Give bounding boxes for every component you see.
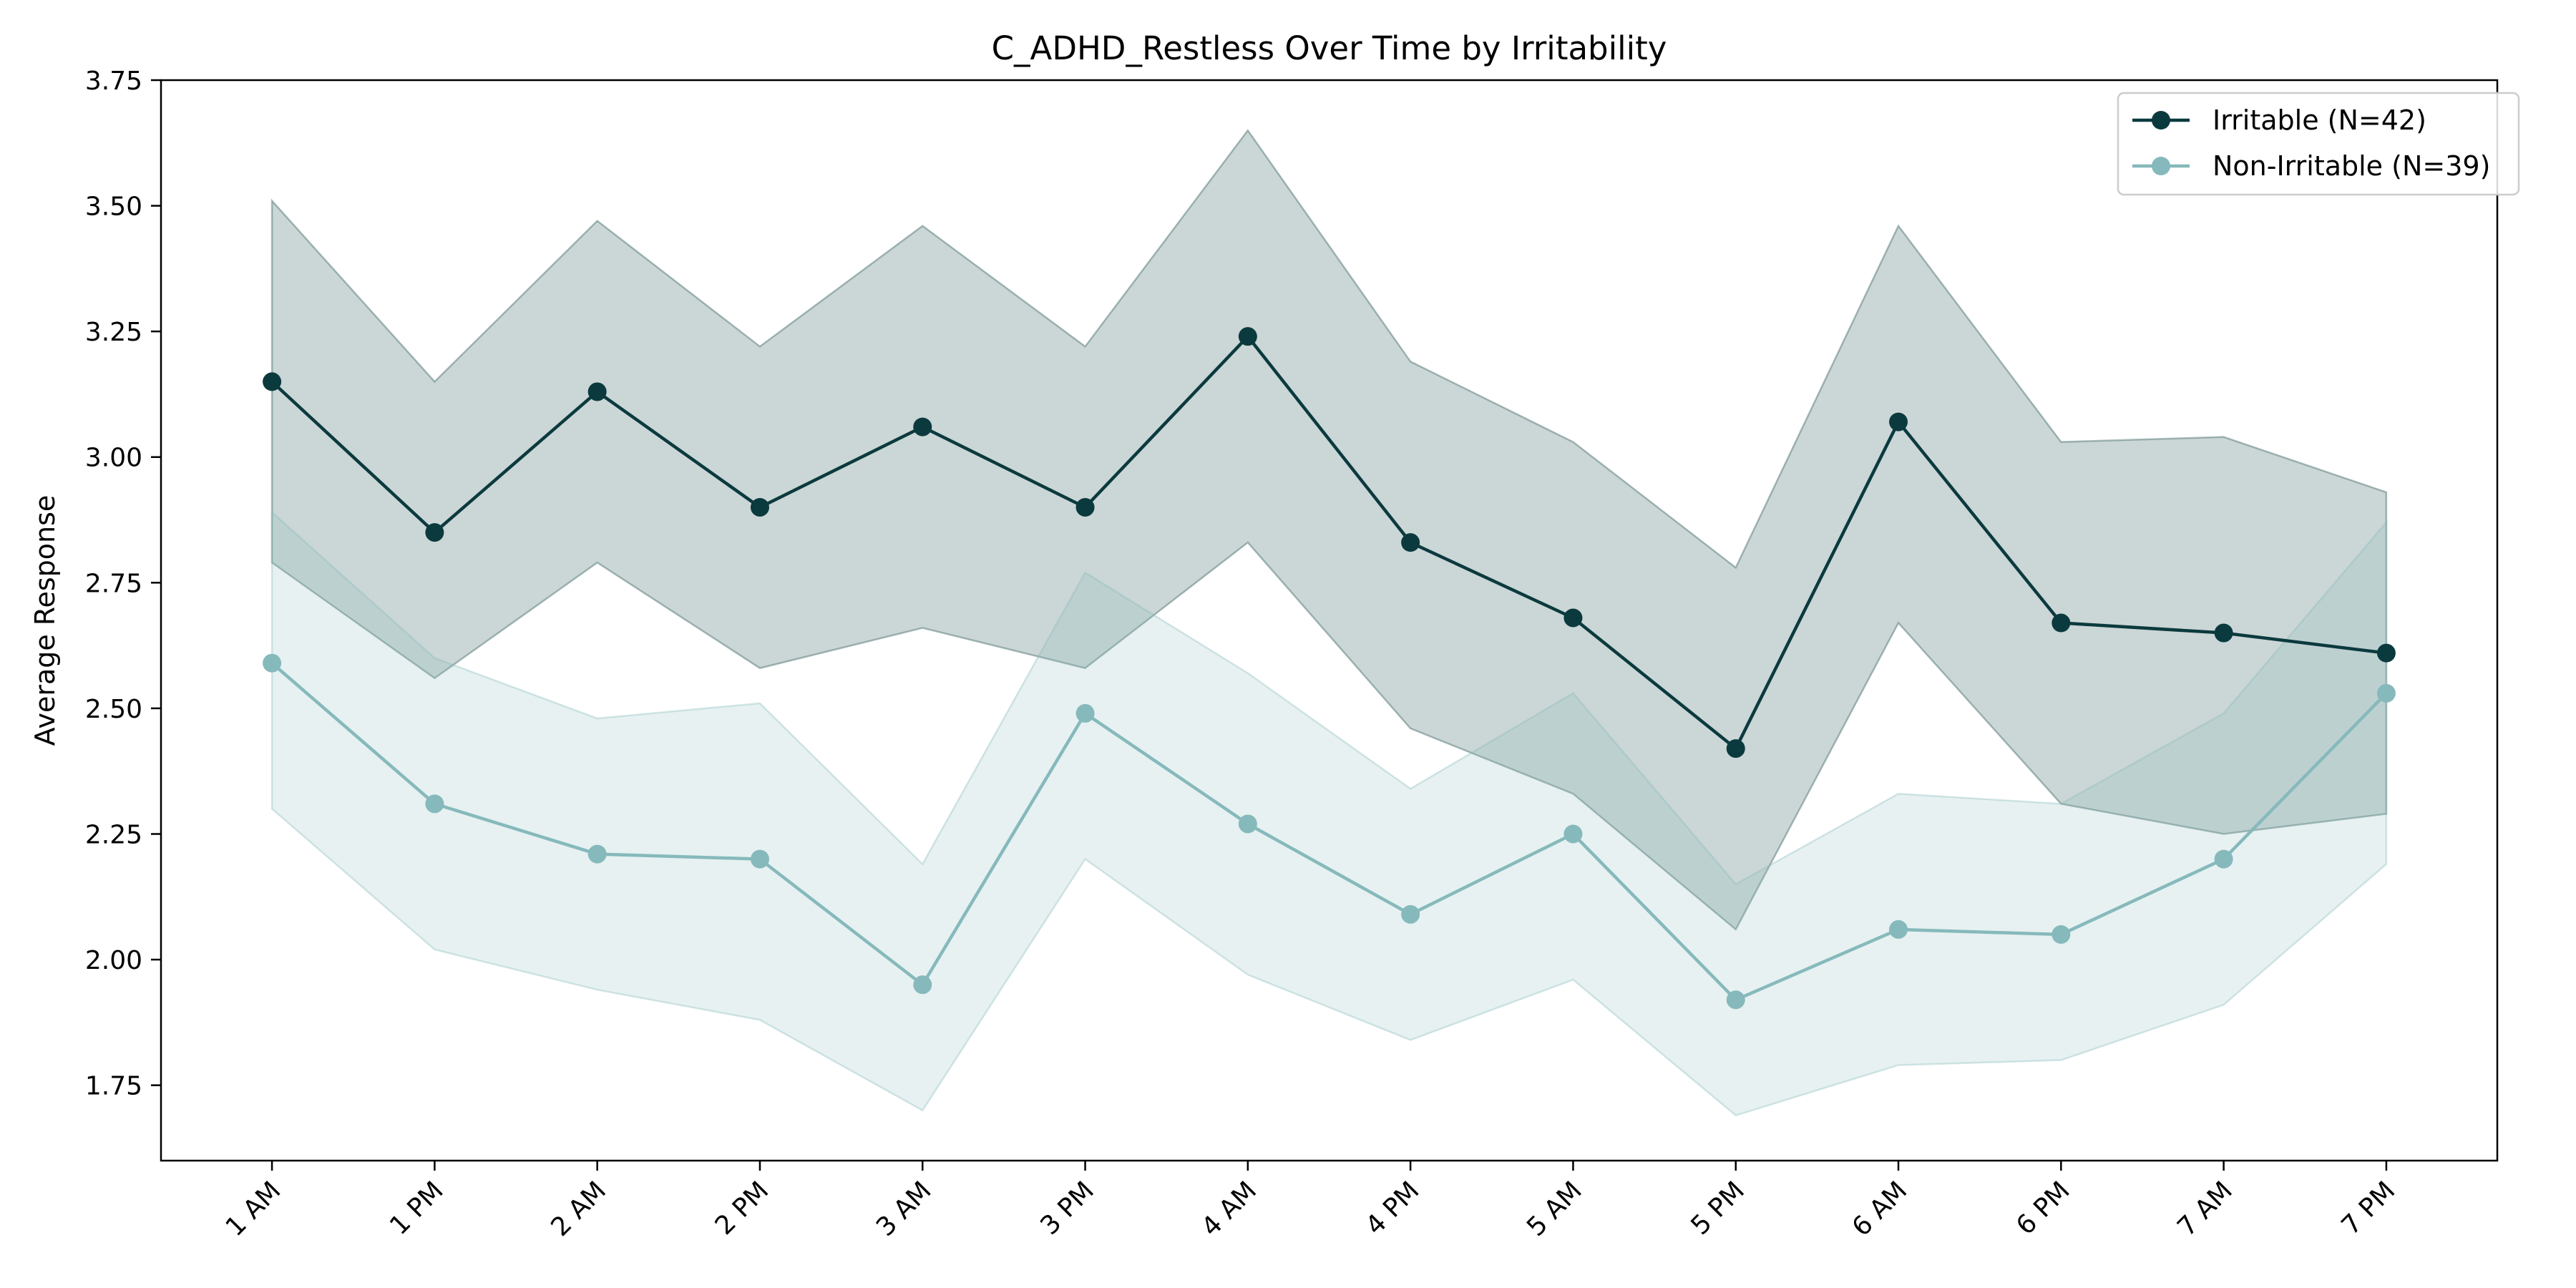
data-point[interactable] [587, 844, 607, 864]
chart-title: C_ADHD_Restless Over Time by Irritabilit… [992, 29, 1667, 67]
data-point[interactable] [2214, 849, 2233, 869]
y-tick-label: 2.50 [85, 695, 142, 724]
data-point[interactable] [1563, 608, 1583, 628]
data-point[interactable] [913, 417, 932, 436]
data-point[interactable] [1889, 919, 1908, 939]
legend-label: Irritable (N=42) [2212, 104, 2426, 136]
data-point[interactable] [2051, 924, 2071, 944]
series-line-1 [270, 334, 2387, 751]
y-tick-label: 2.25 [85, 820, 142, 849]
confidence-band-2 [270, 510, 2388, 1117]
series-line-2 [270, 661, 2388, 1002]
data-point[interactable] [1726, 739, 1745, 758]
y-tick-label: 2.75 [85, 569, 142, 598]
data-point[interactable] [2214, 623, 2233, 643]
y-tick-label: 3.50 [85, 192, 142, 222]
data-point[interactable] [1238, 814, 1257, 834]
series-points [263, 327, 2396, 1010]
data-point[interactable] [1563, 824, 1583, 844]
data-point[interactable] [1075, 497, 1095, 517]
y-axis: 1.75 2.00 2.25 2.50 2.75 3.00 3.25 3.50 3.75 [85, 67, 161, 1101]
series-lines [270, 334, 2388, 1002]
confidence-band-1 [270, 129, 2388, 931]
data-point[interactable] [1401, 533, 1420, 552]
legend-marker [2152, 157, 2170, 175]
data-point[interactable] [2051, 613, 2071, 633]
data-point[interactable] [750, 849, 769, 869]
legend-item[interactable]: Irritable (N=42) [2132, 104, 2426, 136]
y-tick-label: 3.25 [85, 318, 142, 347]
data-point[interactable] [263, 653, 282, 673]
y-axis-label: Average Response [29, 495, 61, 746]
data-point[interactable] [263, 372, 282, 391]
y-tick-label: 3.75 [85, 67, 142, 96]
data-point[interactable] [587, 382, 607, 401]
y-tick-label: 2.00 [85, 946, 142, 975]
data-point[interactable] [1401, 904, 1420, 924]
plot-frame [160, 79, 2499, 1162]
legend-item[interactable]: Non-Irritable (N=39) [2132, 150, 2490, 182]
y-tick-label: 3.00 [85, 444, 142, 473]
data-point[interactable] [913, 975, 932, 995]
legend-box [2117, 92, 2520, 196]
data-point[interactable] [2376, 683, 2396, 703]
legend-marker [2152, 111, 2170, 130]
data-point[interactable] [1726, 990, 1745, 1010]
y-tick-label: 1.75 [85, 1072, 142, 1101]
data-point[interactable] [2376, 643, 2396, 663]
legend[interactable]: Irritable (N=42) Non-Irritable (N=39) [2117, 92, 2520, 196]
confidence-bands [270, 129, 2388, 1117]
data-point[interactable] [750, 497, 769, 517]
data-point[interactable] [1075, 703, 1095, 723]
data-point[interactable] [1889, 412, 1908, 431]
legend-label: Non-Irritable (N=39) [2212, 150, 2490, 182]
data-point[interactable] [425, 794, 444, 814]
data-point[interactable] [1238, 327, 1257, 346]
data-point[interactable] [425, 523, 444, 542]
